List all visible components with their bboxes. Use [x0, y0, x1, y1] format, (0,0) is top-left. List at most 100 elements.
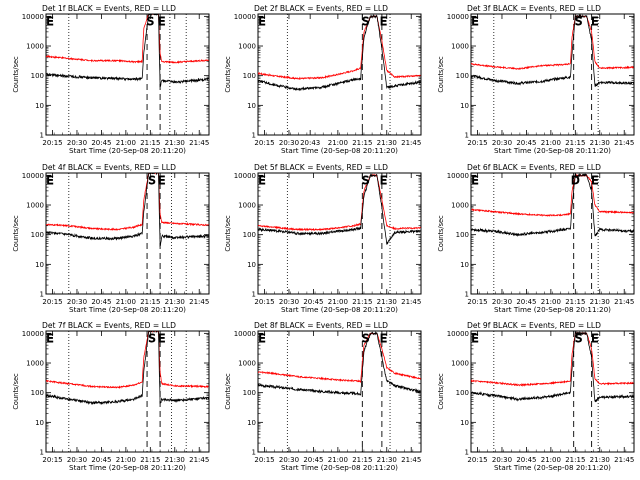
y-tick-label: 10000 [22, 330, 44, 338]
x-tick-label: 21:45 [401, 456, 421, 464]
y-tick-label: 100 [456, 72, 469, 80]
panel-title: Det 7f BLACK = Events, RED = LLD [42, 321, 176, 330]
event-marker-label: D [571, 174, 579, 187]
x-tick-label: 21:00 [116, 139, 136, 147]
lld-series-line [471, 331, 634, 388]
x-tick-label: 20:15 [467, 456, 487, 464]
y-tick-label: 1 [465, 449, 469, 457]
events-series-line [46, 331, 209, 406]
x-tick-label: 20:45 [91, 298, 111, 306]
y-tick-label: 1 [252, 449, 256, 457]
panel-title: Det 9f BLACK = Events, RED = LLD [467, 321, 601, 330]
x-tick-label: 21:30 [590, 456, 610, 464]
x-tick-label: 21:30 [377, 456, 397, 464]
x-tick-label: 21:15 [352, 456, 372, 464]
panel-det-8: Det 8f BLACK = Events, RED = LLD 1 10 100 10… [224, 321, 422, 472]
x-axis-label: Start Time (20-Sep-08 20:11:20) [494, 146, 611, 155]
x-tick-label: 21:15 [352, 139, 372, 147]
x-tick-label: 20:15 [42, 456, 62, 464]
event-marker-label: E [158, 15, 165, 28]
event-marker-label: E [158, 332, 165, 345]
plot-frame [45, 13, 210, 136]
y-tick-label: 1000 [26, 360, 44, 368]
x-tick-label: 21:45 [614, 298, 634, 306]
panel-title: Det 5f BLACK = Events, RED = LLD [254, 163, 388, 172]
event-marker-label: E [47, 174, 54, 187]
x-tick-label: 20:45 [303, 298, 323, 306]
event-marker-label: S [362, 332, 369, 345]
plot-frame [45, 330, 210, 453]
y-tick-label: 1 [465, 132, 469, 140]
x-tick-label: 21:15 [140, 139, 160, 147]
y-axis-label: Counts/sec [437, 373, 445, 410]
y-tick-label: 10000 [22, 172, 44, 180]
x-tick-label: 21:15 [565, 456, 585, 464]
panel-title: Det 4f BLACK = Events, RED = LLD [42, 163, 176, 172]
x-tick-label: 20:30 [279, 139, 299, 147]
plot-frame [470, 13, 635, 136]
panel-title: Det 6f BLACK = Events, RED = LLD [467, 163, 601, 172]
x-tick-label: 20:15 [42, 298, 62, 306]
lld-series-line [258, 173, 421, 232]
x-tick-label: 21:00 [541, 139, 561, 147]
x-tick-label: 20:45 [91, 456, 111, 464]
x-tick-label: 21:00 [541, 298, 561, 306]
x-tick-label: 21:00 [116, 456, 136, 464]
y-tick-label: 10000 [447, 13, 469, 21]
x-tick-label: 21:15 [565, 139, 585, 147]
y-tick-label: 10000 [234, 13, 256, 21]
event-marker-label: E [158, 174, 165, 187]
event-marker-label: S [147, 15, 154, 28]
x-tick-label: 20:15 [254, 298, 274, 306]
event-marker-label: E [380, 15, 387, 28]
plot-frame [257, 172, 422, 295]
x-tick-label: 21:30 [377, 298, 397, 306]
y-tick-label: 1 [252, 291, 256, 299]
y-tick-label: 1000 [26, 202, 44, 210]
x-tick-label: 21:30 [165, 456, 185, 464]
x-tick-label: 21:00 [116, 298, 136, 306]
event-marker-label: E [472, 15, 479, 28]
x-axis-label: Start Time (20-Sep-08 20:11:20) [281, 463, 398, 472]
event-marker-label: S [148, 332, 155, 345]
y-axis-label: Counts/sec [12, 373, 20, 410]
events-series-line [258, 173, 421, 245]
x-tick-label: 20:30 [279, 298, 299, 306]
event-marker-label: E [47, 15, 54, 28]
x-tick-label: 20:30 [279, 456, 299, 464]
y-tick-label: 100 [31, 231, 44, 239]
plot-frame [257, 330, 422, 453]
event-marker-label: E [591, 332, 598, 345]
event-marker-label: E [380, 174, 387, 187]
x-tick-label: 20:30 [492, 139, 512, 147]
x-tick-label: 20:45 [516, 456, 536, 464]
event-marker-label: E [472, 174, 479, 187]
panel-det-6: Det 6f BLACK = Events, RED = LLD 1 10 100 10… [437, 163, 635, 314]
x-tick-label: 20:30 [67, 456, 87, 464]
panel-title: Det 1f BLACK = Events, RED = LLD [42, 4, 176, 13]
x-tick-label: 20:43 [300, 139, 320, 147]
x-axis-label: Start Time (20-Sep-08 20:11:20) [69, 463, 186, 472]
x-tick-label: 20:15 [467, 139, 487, 147]
panel-det-4: Det 4f BLACK = Events, RED = LLD 1 10 100 10… [12, 163, 210, 314]
y-axis-label: Counts/sec [437, 215, 445, 252]
events-series-line [46, 14, 209, 88]
x-tick-label: 21:30 [377, 139, 397, 147]
y-tick-label: 1 [252, 132, 256, 140]
x-tick-label: 21:30 [165, 298, 185, 306]
x-tick-label: 21:45 [189, 298, 209, 306]
y-tick-label: 1000 [238, 202, 256, 210]
event-marker-label: S [362, 15, 369, 28]
y-tick-label: 100 [243, 389, 256, 397]
panel-det-7: Det 7f BLACK = Events, RED = LLD 1 10 100 10… [12, 321, 210, 472]
y-tick-label: 1000 [238, 43, 256, 51]
y-axis-label: Counts/sec [12, 215, 20, 252]
y-tick-label: 10 [35, 261, 44, 269]
y-tick-label: 100 [31, 72, 44, 80]
y-tick-label: 100 [243, 72, 256, 80]
events-series-line [471, 331, 634, 403]
x-tick-label: 20:45 [516, 139, 536, 147]
y-tick-label: 10 [247, 261, 256, 269]
events-series-line [471, 14, 634, 87]
